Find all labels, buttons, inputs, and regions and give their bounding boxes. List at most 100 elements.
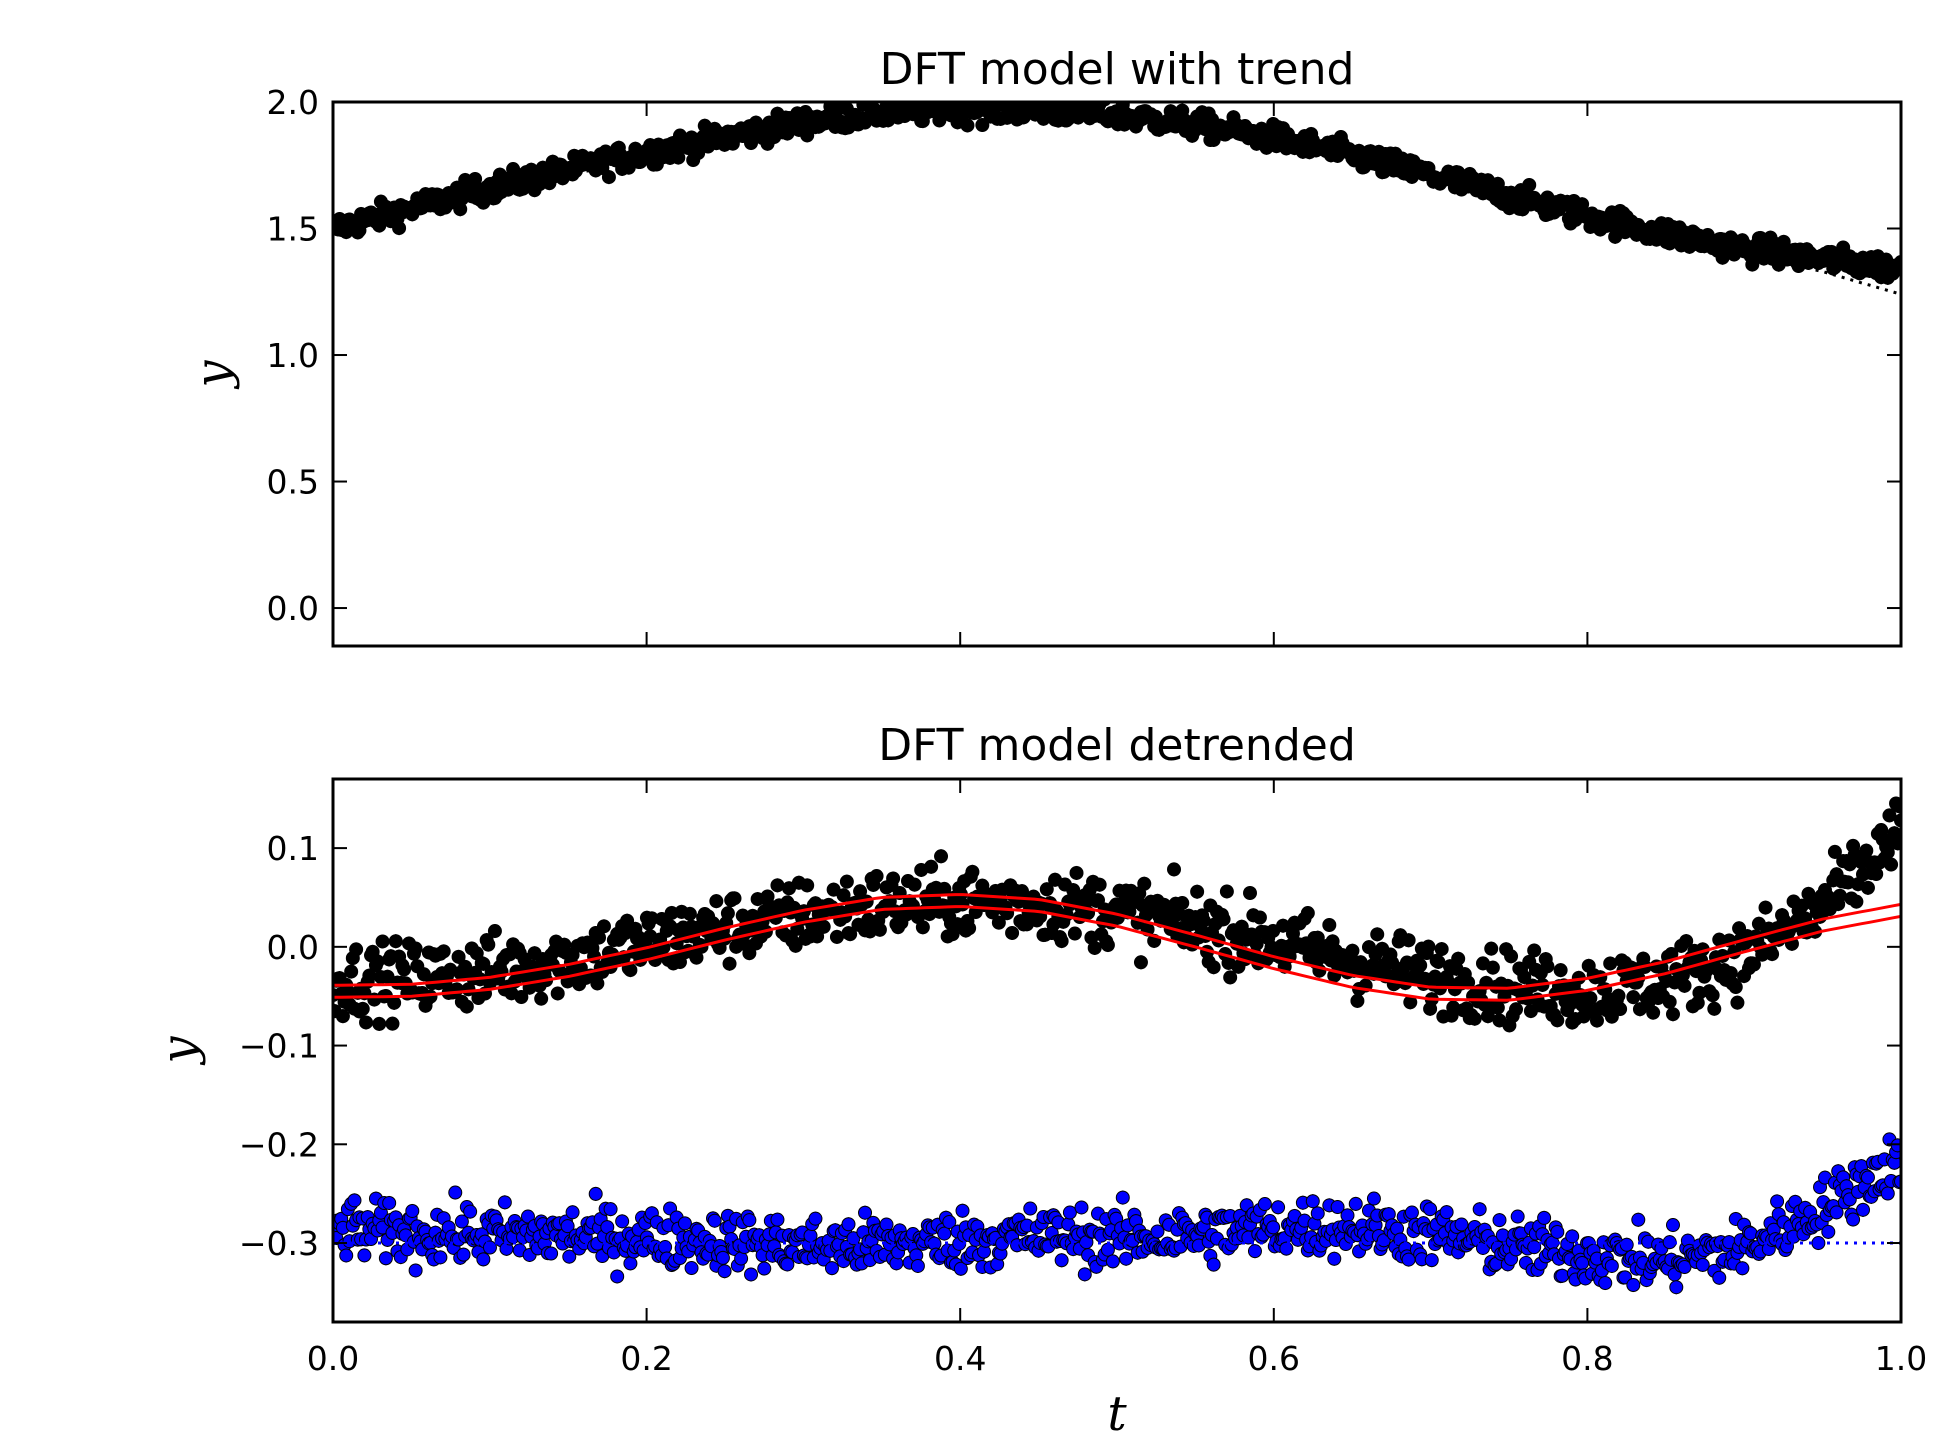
bottom-detrended-data-point bbox=[1517, 970, 1532, 985]
bottom-detrended-data-point bbox=[934, 849, 949, 864]
bottom-residuals-point bbox=[858, 1205, 873, 1220]
bottom-detrended-data-point bbox=[387, 995, 402, 1010]
bottom-residuals-point bbox=[707, 1213, 722, 1228]
bottom-detrended-data-point bbox=[1421, 939, 1436, 954]
top-ytick-label: 0.0 bbox=[267, 589, 319, 628]
bottom-detrended-data-point bbox=[1137, 876, 1152, 891]
bottom-residuals-point bbox=[715, 1250, 730, 1265]
bottom-residuals-point bbox=[482, 1240, 497, 1255]
bottom-detrended-data-point bbox=[534, 991, 549, 1006]
top-data-with-trend-point bbox=[960, 118, 975, 133]
bottom-detrended-data-point bbox=[1705, 988, 1720, 1003]
bottom-detrended-data-point bbox=[1603, 956, 1618, 971]
bottom-residuals-point bbox=[544, 1246, 559, 1261]
bottom-residuals-point bbox=[1266, 1220, 1281, 1235]
bottom-detrended-data-point bbox=[1252, 910, 1267, 925]
bottom-detrended-data-point bbox=[1039, 882, 1054, 897]
bottom-residuals-point bbox=[824, 1261, 839, 1276]
bottom-residuals-point bbox=[808, 1211, 823, 1226]
top-ytick-label: 1.5 bbox=[267, 210, 319, 249]
top-plot-area bbox=[333, 102, 1901, 646]
bottom-detrended-data-point bbox=[839, 874, 854, 889]
bottom-residuals-point bbox=[742, 1213, 757, 1228]
bottom-detrended-data-point bbox=[397, 962, 412, 977]
bottom-detrended-data-point bbox=[1069, 865, 1084, 880]
bottom-residuals-point bbox=[1077, 1267, 1092, 1282]
bottom-residuals-point bbox=[744, 1267, 759, 1282]
top-y-axis-label: y bbox=[185, 360, 241, 390]
bottom-detrended-data-point bbox=[836, 888, 851, 903]
bottom-detrended-data-point bbox=[991, 915, 1006, 930]
bottom-detrended-data-point bbox=[742, 946, 757, 961]
bottom-detrended-model-line-lower bbox=[333, 905, 1901, 1002]
bottom-residuals-point bbox=[955, 1203, 970, 1218]
bottom-residuals-point bbox=[433, 1250, 448, 1265]
bottom-detrended-data-point bbox=[349, 942, 364, 957]
bottom-detrended-data-point bbox=[1345, 943, 1360, 958]
bottom-residuals-point bbox=[1115, 1190, 1130, 1205]
bottom-residuals-point bbox=[770, 1212, 785, 1227]
bottom-residuals-point bbox=[603, 1202, 618, 1217]
bottom-detrended-data-point bbox=[1540, 959, 1555, 974]
bottom-plot-content bbox=[333, 796, 1901, 1295]
bottom-detrended-data-point bbox=[487, 924, 502, 939]
bottom-detrended-data-point bbox=[965, 864, 980, 879]
bottom-detrended-data-point bbox=[1765, 947, 1780, 962]
bottom-detrended-data-point bbox=[1087, 940, 1102, 955]
bottom-detrended-data-point bbox=[1413, 958, 1428, 973]
bottom-detrended-data-point bbox=[1243, 886, 1258, 901]
bottom-residuals-point bbox=[757, 1261, 772, 1276]
bottom-detrended-data-point bbox=[816, 919, 831, 934]
bottom-detrended-data-point bbox=[1504, 949, 1519, 964]
bottom-detrended-data-point bbox=[370, 954, 385, 969]
bottom-detrended-data-point bbox=[1665, 1007, 1680, 1022]
bottom-detrended-data-point bbox=[1054, 934, 1069, 949]
bottom-detrended-data-point bbox=[722, 956, 737, 971]
bottom-detrended-data-point bbox=[915, 920, 930, 935]
bottom-detrended-data-point bbox=[1005, 925, 1020, 940]
bottom-residuals-point bbox=[565, 1205, 580, 1220]
bottom-residuals-point bbox=[942, 1214, 957, 1229]
bottom-residuals-point bbox=[562, 1249, 577, 1264]
bottom-detrended-data-point bbox=[1583, 991, 1598, 1006]
bottom-detrended-data-point bbox=[550, 986, 565, 1001]
top-data-with-trend-point bbox=[601, 170, 616, 185]
bottom-detrended-data-point bbox=[1827, 844, 1842, 859]
top-data-with-trend-point bbox=[671, 150, 686, 165]
bottom-residuals-point bbox=[357, 1248, 372, 1263]
bottom-detrended-data-point bbox=[372, 1016, 387, 1031]
bottom-detrended-data-point bbox=[1728, 980, 1743, 995]
bottom-detrended-data-point bbox=[810, 929, 825, 944]
bottom-detrended-data-point bbox=[1679, 934, 1694, 949]
bottom-detrended-data-point bbox=[1196, 913, 1211, 928]
bottom-detrended-data-point bbox=[1467, 1011, 1482, 1026]
bottom-residuals-point bbox=[1271, 1200, 1286, 1215]
bottom-detrended-data-point bbox=[1100, 938, 1115, 953]
bottom-detrended-data-point bbox=[344, 964, 359, 979]
bottom-detrended-data-point bbox=[1849, 894, 1864, 909]
bottom-detrended-data-point bbox=[1758, 900, 1773, 915]
bottom-detrended-data-point bbox=[481, 937, 496, 952]
bottom-detrended-data-point bbox=[1175, 896, 1190, 911]
bottom-residuals-point bbox=[610, 1269, 625, 1284]
bottom-residuals-point bbox=[560, 1219, 575, 1234]
bottom-detrended-data-point bbox=[1550, 1013, 1565, 1028]
bottom-residuals-point bbox=[408, 1263, 423, 1278]
bottom-detrended-data-point bbox=[770, 878, 785, 893]
bottom-detrended-data-point bbox=[408, 941, 423, 956]
bottom-residuals-point bbox=[684, 1261, 699, 1276]
bottom-detrended-data-point bbox=[335, 1009, 350, 1024]
bottom-detrended-data-point bbox=[423, 989, 438, 1004]
bottom-residuals-point bbox=[734, 1251, 749, 1266]
bottom-detrended-data-point bbox=[355, 1001, 370, 1016]
bottom-detrended-model-line-upper bbox=[333, 893, 1901, 990]
bottom-detrended-data-point bbox=[436, 944, 451, 959]
top-data-with-trend-series bbox=[333, 102, 1901, 285]
bottom-residuals-point bbox=[1074, 1200, 1089, 1215]
bottom-detrended-data-series bbox=[333, 796, 1901, 1033]
bottom-detrended-data-point bbox=[1434, 942, 1449, 957]
bottom-detrended-data-point bbox=[1884, 857, 1899, 872]
bottom-detrended-data-point bbox=[853, 884, 868, 899]
bottom-residuals-point bbox=[520, 1209, 535, 1224]
bottom-residuals-point bbox=[1279, 1241, 1294, 1256]
